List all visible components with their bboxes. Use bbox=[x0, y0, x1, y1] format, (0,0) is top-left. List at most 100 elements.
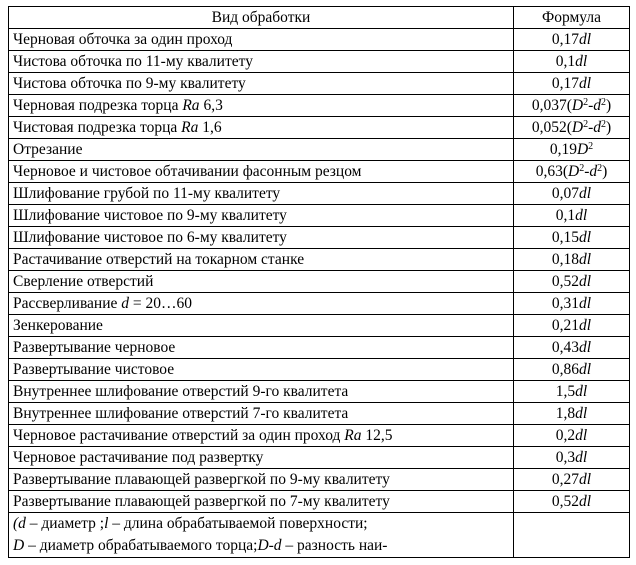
processing-type-text: Внутреннее шлифование отверстий 7-го ква… bbox=[13, 404, 349, 422]
formula-variable: D bbox=[576, 140, 589, 158]
formula-variable-d: d bbox=[593, 96, 601, 114]
footnote-text: – длина обрабатываемой поверхности; bbox=[108, 515, 368, 532]
formula-variable: dl bbox=[575, 404, 588, 422]
formula-variable-d: d bbox=[593, 118, 601, 136]
formula-coefficient: 0,86 bbox=[551, 360, 580, 378]
formula-coefficient: 0,1 bbox=[555, 52, 576, 70]
processing-type-text: Шлифование чистовое по 6-му квалитету bbox=[13, 228, 287, 246]
processing-type-cell: Шлифование чистовое по 9-му квалитету bbox=[8, 204, 514, 227]
processing-type-cell: Внутреннее шлифование отверстий 7-го ква… bbox=[8, 402, 514, 425]
processing-type-text: Шлифование чистовое по 9-му квалитету bbox=[13, 206, 287, 224]
processing-type-cell: Развертывание чистовое bbox=[8, 358, 514, 381]
processing-type-cell: Сверление отверстий bbox=[8, 270, 514, 293]
formula-coefficient: 1,8 bbox=[555, 404, 576, 422]
footnote-symbol: l bbox=[104, 515, 109, 532]
formula-variable: dl bbox=[575, 426, 588, 444]
formula-variable: dl bbox=[579, 250, 592, 268]
processing-type-text: Черновая подрезка торца bbox=[13, 96, 183, 114]
formula-variable: dl bbox=[575, 52, 588, 70]
table-row: Развертывание плавающей развергкой по 7-… bbox=[8, 490, 630, 513]
processing-type-cell: Чистова обточка по 9-му квалитету bbox=[8, 72, 514, 95]
formula-cell: 0,1dl bbox=[513, 204, 630, 227]
processing-type-cell: Зенкерование bbox=[8, 314, 514, 337]
processing-type-value: 1,6 bbox=[198, 118, 222, 136]
processing-type-cell: Черновое растачивание под развертку bbox=[8, 446, 514, 469]
formula-coefficient: 0,52 bbox=[551, 272, 580, 290]
processing-type-symbol: d bbox=[121, 294, 130, 312]
formula-variable: dl bbox=[579, 294, 592, 312]
formula-exponent: 2 bbox=[579, 162, 585, 174]
formula-paren: ( bbox=[566, 96, 572, 114]
processing-type-text: Чистова обточка по 9-му квалитету bbox=[13, 74, 246, 92]
processing-type-cell: Черновая подрезка торца Ra 6,3 bbox=[8, 94, 514, 117]
formula-paren: ( bbox=[566, 118, 572, 136]
processing-type-text: Зенкерование bbox=[13, 316, 103, 334]
formula-coefficient: 0,1 bbox=[555, 206, 576, 224]
processing-type-cell: Внутреннее шлифование отверстий 9-го ква… bbox=[8, 380, 514, 403]
table-row: Черновая подрезка торца Ra 6,3 0,037(D2-d… bbox=[8, 94, 630, 117]
formula-exponent: 2 bbox=[583, 118, 589, 130]
formula-coefficient: 0,18 bbox=[551, 250, 580, 268]
processing-type-text: Чистова обточка по 11-му квалитету bbox=[13, 52, 253, 70]
formula-cell: 0,037(D2-d2) bbox=[513, 94, 630, 117]
processing-type-text: Чистовая подрезка торца bbox=[13, 118, 182, 136]
processing-type-text: Отрезание bbox=[13, 140, 83, 158]
formula-variable: dl bbox=[579, 492, 592, 510]
formula-coefficient: 0,037 bbox=[531, 96, 567, 114]
table-row: Зенкерование 0,21dl bbox=[8, 314, 630, 337]
processing-type-text: Черновое растачивание отверстий за один … bbox=[13, 426, 345, 444]
processing-type-cell: Развертывание плавающей развергкой по 9-… bbox=[8, 468, 514, 491]
formula-cell: 0,17dl bbox=[513, 28, 630, 51]
processing-type-text: Черновая обточка за один проход bbox=[13, 30, 233, 48]
formula-cell: 0,27dl bbox=[513, 468, 630, 491]
formula-coefficient: 0,17 bbox=[551, 30, 580, 48]
formula-paren: ( bbox=[562, 162, 568, 180]
note-row: (d – диаметр ;l – длина обрабатываемой п… bbox=[8, 512, 630, 558]
formula-cell: 0,17dl bbox=[513, 72, 630, 95]
formula-variable-D: D bbox=[571, 118, 584, 136]
processing-type-cell: Рассверливание d = 20…60 bbox=[8, 292, 514, 315]
header-formula: Формула bbox=[513, 6, 630, 29]
machining-formula-table: Вид обработки Формула Черновая обточка з… bbox=[8, 6, 630, 558]
table-row: Черновое и чистовое обтачивании фасонным… bbox=[8, 160, 630, 183]
formula-cell: 0,86dl bbox=[513, 358, 630, 381]
footnote-symbol: D-d bbox=[257, 537, 282, 554]
formula-exponent: 2 bbox=[597, 162, 603, 174]
formula-variable: dl bbox=[579, 338, 592, 356]
formula-paren: ) bbox=[606, 96, 612, 114]
table-row: Отрезание 0,19D2 bbox=[8, 138, 630, 161]
footnote-empty-cell bbox=[513, 512, 630, 558]
formula-exponent: 2 bbox=[583, 96, 589, 108]
table-row: Чистова обточка по 11-му квалитету 0,1dl bbox=[8, 50, 630, 73]
processing-type-cell: Чистовая подрезка торца Ra 1,6 bbox=[8, 116, 514, 139]
formula-cell: 0,052(D2-d2) bbox=[513, 116, 630, 139]
formula-variable: dl bbox=[579, 30, 592, 48]
formula-minus: - bbox=[584, 162, 590, 180]
processing-type-text: Развертывание черновое bbox=[13, 338, 176, 356]
processing-type-value: 12,5 bbox=[361, 426, 393, 444]
table-row: Развертывание черновое 0,43dl bbox=[8, 336, 630, 359]
formula-paren: ) bbox=[602, 162, 608, 180]
formula-cell: 1,5dl bbox=[513, 380, 630, 403]
processing-type-text: Шлифование грубой по 11-му квалитету bbox=[13, 184, 281, 202]
formula-cell: 0,2dl bbox=[513, 424, 630, 447]
processing-type-symbol: Ra bbox=[181, 118, 199, 136]
formula-coefficient: 0,3 bbox=[555, 448, 576, 466]
formula-coefficient: 0,27 bbox=[551, 470, 580, 488]
processing-type-text: Развертывание плавающей развергкой по 7-… bbox=[13, 492, 390, 510]
processing-type-value: 6,3 bbox=[199, 96, 223, 114]
footnote-cell: (d – диаметр ;l – длина обрабатываемой п… bbox=[8, 512, 514, 558]
formula-coefficient: 0,07 bbox=[551, 184, 580, 202]
processing-type-cell: Отрезание bbox=[8, 138, 514, 161]
table-row: Черновое растачивание под развертку 0,3dl bbox=[8, 446, 630, 469]
formula-variable: dl bbox=[579, 184, 592, 202]
formula-cell: 0,31dl bbox=[513, 292, 630, 315]
footnote-line-1: (d – диаметр ;l – длина обрабатываемой п… bbox=[13, 514, 509, 536]
formula-cell: 0,52dl bbox=[513, 490, 630, 513]
formula-variable-D: D bbox=[568, 162, 580, 180]
formula-variable: dl bbox=[575, 206, 588, 224]
formula-coefficient: 1,5 bbox=[555, 382, 576, 400]
formula-cell: 0,63(D2-d2) bbox=[513, 160, 630, 183]
formula-exponent: 2 bbox=[588, 140, 594, 152]
